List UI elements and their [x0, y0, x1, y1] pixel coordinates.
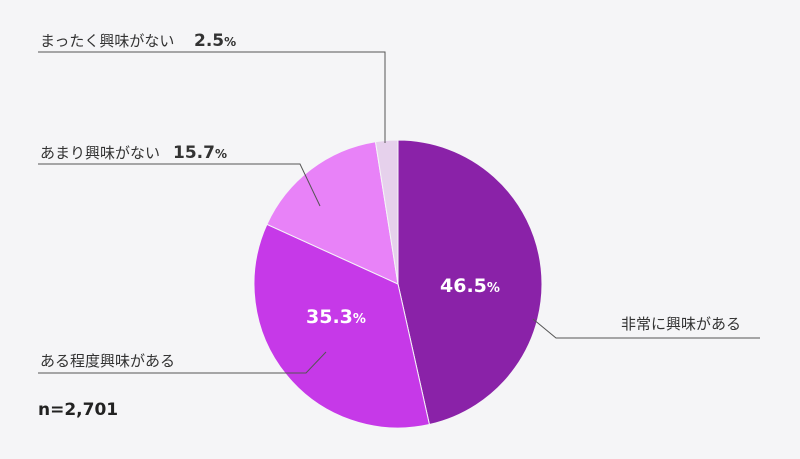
value-very: 46.5%: [440, 275, 500, 297]
value-somewhat: 35.3%: [306, 306, 366, 328]
slice-somewhat-interested: [253, 223, 431, 429]
slice-very-interested: [397, 139, 543, 426]
value-not-at-all: 2.5%: [194, 31, 236, 51]
slice-not-at-all-interested: [374, 139, 399, 285]
pie-slices: [253, 139, 543, 429]
leader-line-very: [532, 318, 760, 339]
label-not-at-all: まったく興味がない: [40, 32, 174, 50]
value-not-much: 15.7%: [173, 143, 227, 163]
sample-size: n=2,701: [38, 400, 119, 420]
leader-line-not-at-all: [38, 51, 386, 143]
slice-not-much-interested: [266, 141, 399, 285]
leader-line-somewhat: [38, 351, 327, 374]
label-somewhat: ある程度興味がある: [40, 352, 175, 370]
leader-line-not-much: [38, 163, 321, 207]
label-not-much: あまり興味がない: [40, 144, 160, 162]
label-very: 非常に興味がある: [621, 315, 741, 333]
